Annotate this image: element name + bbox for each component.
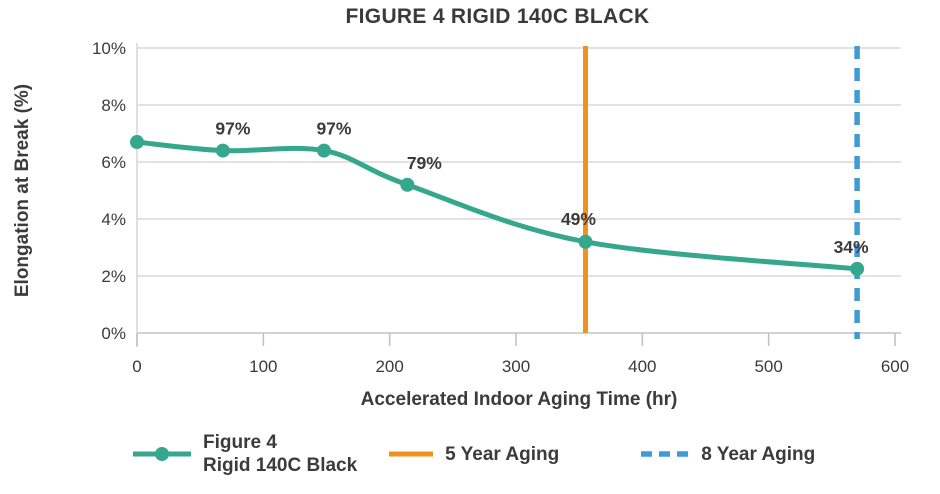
x-tick-label: 0 <box>132 357 141 376</box>
eight-year-dashed-line-swatch <box>641 451 690 457</box>
five-year-line-swatch <box>389 451 434 457</box>
data-point-marker <box>130 135 144 150</box>
y-tick-label: 10% <box>92 39 126 58</box>
x-tick-label: 100 <box>249 357 277 376</box>
y-tick-label: 0% <box>101 324 126 343</box>
legend-label-8-year-aging: 8 Year Aging <box>701 443 816 465</box>
data-point-label: 49% <box>561 209 596 229</box>
data-point-marker <box>400 177 415 192</box>
legend-label-series-line2: Rigid 140C Black <box>203 455 358 476</box>
data-point-marker <box>578 234 593 249</box>
y-tick-label: 2% <box>101 267 126 286</box>
legend-label-5-year-aging: 5 Year Aging <box>445 443 560 465</box>
x-tick-label: 600 <box>881 357 909 376</box>
data-point-label: 97% <box>316 119 351 139</box>
legend-label-series-line1: Figure 4 <box>203 432 277 453</box>
legend-item-5-year-aging: 5 Year Aging <box>389 443 559 466</box>
series-line-marker-swatch <box>133 447 191 461</box>
y-axis-title: Elongation at Break (%) <box>12 84 33 297</box>
x-tick-label: 300 <box>502 357 530 376</box>
x-tick-label: 400 <box>628 357 656 376</box>
y-tick-label: 4% <box>101 210 126 229</box>
y-tick-label: 6% <box>101 153 126 172</box>
data-point-label: 79% <box>407 153 442 173</box>
data-point-label: 97% <box>215 119 250 139</box>
x-tick-label: 500 <box>754 357 782 376</box>
legend-item-series: Figure 4 Rigid 140C Black <box>133 431 357 477</box>
legend-item-8-year-aging: 8 Year Aging <box>641 443 815 466</box>
chart-plot-area: 0% 2% 4% 6% 8% 10% 0 100 200 300 400 500 600 97% 97% 79… <box>12 39 909 410</box>
chart-legend: Figure 4 Rigid 140C Black 5 Year Aging 8… <box>133 431 815 477</box>
y-tick-label: 8% <box>101 96 126 115</box>
data-point-marker <box>215 143 230 158</box>
x-axis-title: Accelerated Indoor Aging Time (hr) <box>361 389 678 410</box>
data-point-marker <box>316 143 331 158</box>
series-line <box>134 139 860 272</box>
chart-title: FIGURE 4 RIGID 140C BLACK <box>345 5 650 28</box>
data-point-marker <box>850 261 865 276</box>
legend-label-series: Figure 4 Rigid 140C Black <box>203 431 357 477</box>
x-tick-label: 200 <box>375 357 403 376</box>
data-point-label: 34% <box>834 237 869 257</box>
